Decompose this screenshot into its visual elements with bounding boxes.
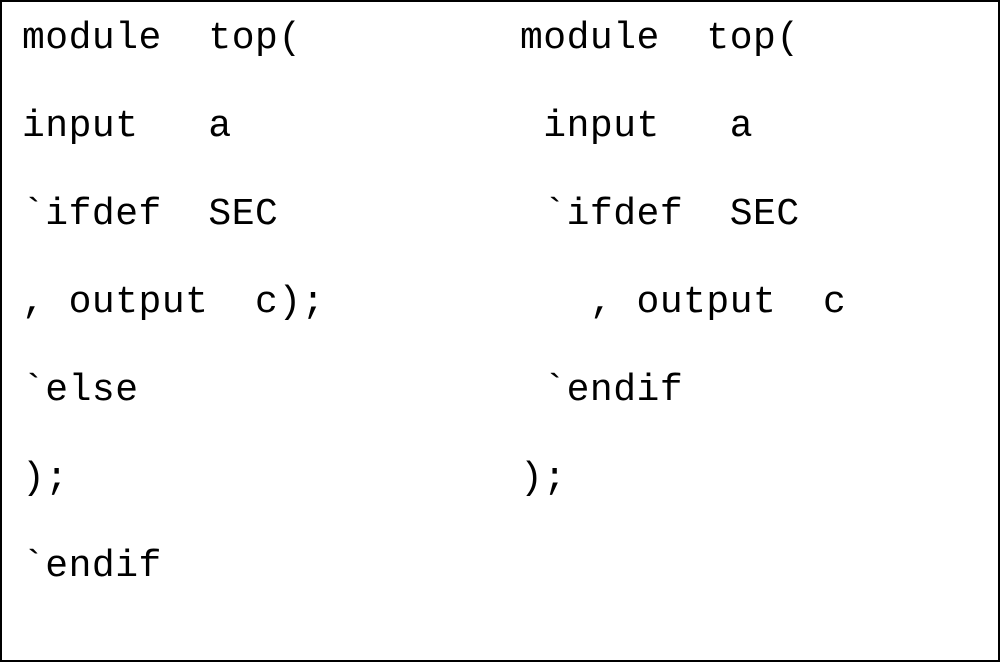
code-line: input a (520, 108, 978, 146)
code-line: module top( (520, 20, 978, 58)
code-line: input a (22, 108, 480, 146)
code-line: , output c); (22, 284, 480, 322)
code-line: `ifdef SEC (520, 196, 978, 234)
code-line: `else (22, 372, 480, 410)
right-code-column: module top( input a `ifdef SEC , output … (500, 2, 998, 660)
code-line: `endif (22, 548, 480, 586)
code-line: ); (22, 460, 480, 498)
code-line: `ifdef SEC (22, 196, 480, 234)
code-comparison-container: module top( input a `ifdef SEC , output … (0, 0, 1000, 662)
code-line: , output c (520, 284, 978, 322)
code-line: `endif (520, 372, 978, 410)
left-code-column: module top( input a `ifdef SEC , output … (2, 2, 500, 660)
code-line: ); (520, 460, 978, 498)
code-line: module top( (22, 20, 480, 58)
